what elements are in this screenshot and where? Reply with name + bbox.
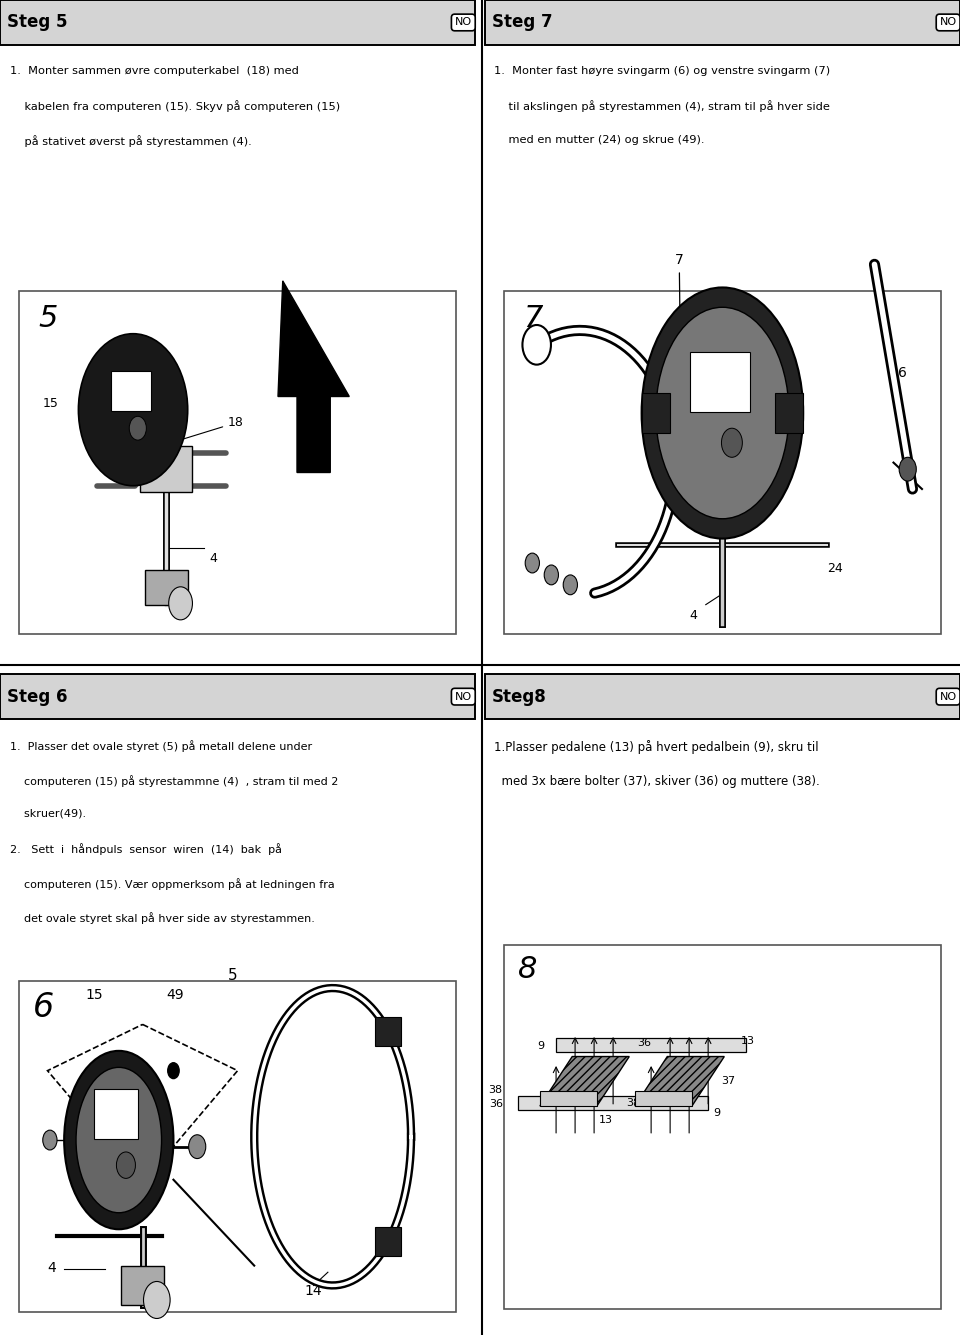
- FancyBboxPatch shape: [19, 291, 456, 634]
- Circle shape: [97, 360, 169, 459]
- Text: 4: 4: [689, 609, 697, 622]
- Text: 7: 7: [675, 254, 684, 450]
- Ellipse shape: [76, 1068, 161, 1212]
- Text: 4: 4: [209, 551, 217, 565]
- Text: 37: 37: [574, 1089, 588, 1099]
- Circle shape: [143, 1282, 170, 1319]
- Circle shape: [189, 1135, 205, 1159]
- Circle shape: [169, 587, 192, 619]
- Text: skruer(49).: skruer(49).: [10, 809, 85, 818]
- FancyBboxPatch shape: [504, 945, 941, 1308]
- Text: NO: NO: [940, 17, 957, 28]
- Text: 14: 14: [304, 1284, 322, 1299]
- Circle shape: [900, 458, 916, 481]
- Text: 5: 5: [228, 968, 238, 984]
- Polygon shape: [518, 1096, 708, 1111]
- Circle shape: [130, 417, 146, 441]
- FancyBboxPatch shape: [641, 394, 670, 433]
- Text: Steg 5: Steg 5: [7, 13, 67, 32]
- Text: med 3x bære bolter (37), skiver (36) og muttere (38).: med 3x bære bolter (37), skiver (36) og …: [494, 774, 820, 788]
- Text: 13: 13: [599, 1115, 612, 1125]
- Text: Steg 7: Steg 7: [492, 13, 553, 32]
- Polygon shape: [540, 1056, 629, 1105]
- Text: 36: 36: [636, 1037, 651, 1048]
- Circle shape: [88, 347, 179, 473]
- Polygon shape: [635, 1056, 724, 1105]
- Text: NO: NO: [455, 17, 472, 28]
- Text: 9: 9: [537, 1040, 544, 1051]
- Circle shape: [722, 429, 742, 458]
- FancyBboxPatch shape: [19, 981, 456, 1312]
- Text: Steg8: Steg8: [492, 688, 546, 706]
- Circle shape: [116, 1152, 135, 1179]
- FancyBboxPatch shape: [374, 1227, 401, 1256]
- Text: 24: 24: [827, 562, 843, 574]
- Ellipse shape: [656, 307, 789, 519]
- Text: 1.Plasser pedalene (13) på hvert pedalbein (9), skru til: 1.Plasser pedalene (13) på hvert pedalbe…: [494, 740, 819, 754]
- FancyBboxPatch shape: [121, 1266, 164, 1306]
- Polygon shape: [635, 1092, 692, 1105]
- Ellipse shape: [641, 287, 804, 538]
- Circle shape: [522, 324, 551, 364]
- Text: 49: 49: [166, 988, 184, 1003]
- FancyBboxPatch shape: [485, 0, 960, 45]
- FancyBboxPatch shape: [690, 351, 750, 411]
- Text: 38: 38: [489, 1085, 503, 1095]
- Text: 37: 37: [722, 1076, 735, 1085]
- Circle shape: [168, 1063, 180, 1079]
- Circle shape: [525, 553, 540, 573]
- Polygon shape: [540, 1092, 597, 1105]
- Text: 6: 6: [34, 992, 55, 1024]
- Text: 18: 18: [174, 417, 244, 442]
- Polygon shape: [556, 1037, 746, 1052]
- FancyBboxPatch shape: [140, 446, 192, 493]
- Text: NO: NO: [940, 692, 957, 702]
- FancyBboxPatch shape: [111, 371, 151, 411]
- Text: 1.  Monter fast høyre svingarm (6) og venstre svingarm (7): 1. Monter fast høyre svingarm (6) og ven…: [494, 65, 830, 76]
- Text: Steg 6: Steg 6: [7, 688, 67, 706]
- Polygon shape: [278, 280, 349, 473]
- FancyBboxPatch shape: [145, 570, 188, 605]
- FancyBboxPatch shape: [485, 674, 960, 720]
- FancyBboxPatch shape: [0, 0, 475, 45]
- Circle shape: [79, 334, 188, 486]
- Text: til akslingen på styrestammen (4), stram til på hver side: til akslingen på styrestammen (4), stram…: [494, 100, 830, 112]
- Text: 15: 15: [43, 396, 59, 410]
- Circle shape: [544, 565, 559, 585]
- Text: 9: 9: [713, 1108, 720, 1119]
- Ellipse shape: [64, 1051, 174, 1230]
- Text: 7: 7: [523, 304, 542, 332]
- Text: computeren (15) på styrestammne (4)  , stram til med 2: computeren (15) på styrestammne (4) , st…: [10, 774, 338, 786]
- FancyBboxPatch shape: [775, 394, 804, 433]
- Text: 15: 15: [85, 988, 103, 1003]
- Text: 36: 36: [490, 1099, 504, 1108]
- Circle shape: [564, 575, 578, 595]
- Text: 5: 5: [38, 304, 58, 332]
- FancyBboxPatch shape: [0, 674, 475, 720]
- Text: 1.  Monter sammen øvre computerkabel  (18) med: 1. Monter sammen øvre computerkabel (18)…: [10, 65, 299, 76]
- Text: med en mutter (24) og skrue (49).: med en mutter (24) og skrue (49).: [494, 135, 705, 144]
- Text: 8: 8: [518, 955, 538, 984]
- Text: computeren (15). Vær oppmerksom på at ledningen fra: computeren (15). Vær oppmerksom på at le…: [10, 877, 334, 889]
- Text: NO: NO: [455, 692, 472, 702]
- Text: 4: 4: [48, 1262, 57, 1275]
- FancyBboxPatch shape: [504, 291, 941, 634]
- Text: 6: 6: [899, 366, 907, 379]
- FancyBboxPatch shape: [374, 1017, 401, 1047]
- Text: 13: 13: [740, 1036, 755, 1047]
- Text: 2.   Sett  i  håndpuls  sensor  wiren  (14)  bak  på: 2. Sett i håndpuls sensor wiren (14) bak…: [10, 844, 281, 856]
- Text: på stativet øverst på styrestammen (4).: på stativet øverst på styrestammen (4).: [10, 135, 252, 147]
- Text: 1.  Plasser det ovale styret (5) på metall delene under: 1. Plasser det ovale styret (5) på metal…: [10, 740, 312, 752]
- FancyBboxPatch shape: [94, 1089, 138, 1139]
- Text: kabelen fra computeren (15). Skyv på computeren (15): kabelen fra computeren (15). Skyv på com…: [10, 100, 340, 112]
- Text: 38: 38: [627, 1099, 640, 1108]
- Text: det ovale styret skal på hver side av styrestammen.: det ovale styret skal på hver side av st…: [10, 912, 314, 924]
- Circle shape: [43, 1131, 57, 1149]
